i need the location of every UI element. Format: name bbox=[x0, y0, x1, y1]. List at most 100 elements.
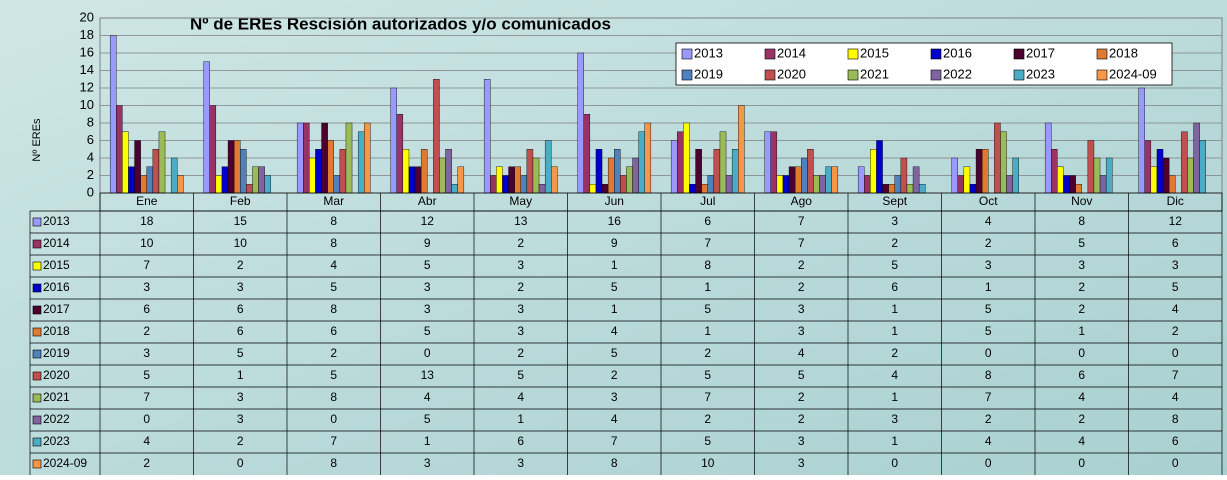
bar bbox=[1087, 140, 1095, 194]
table-cell: 0 bbox=[1172, 346, 1179, 360]
bar bbox=[794, 166, 802, 194]
bar bbox=[670, 140, 678, 194]
table-cell: 13 bbox=[514, 214, 528, 228]
table-cell: 2 bbox=[143, 324, 150, 338]
bar bbox=[252, 166, 259, 194]
bar bbox=[390, 87, 397, 194]
bar bbox=[951, 157, 958, 194]
table-cell: 1 bbox=[611, 258, 618, 272]
bar bbox=[221, 166, 229, 194]
y-tick-label: 16 bbox=[80, 44, 94, 59]
bar bbox=[589, 184, 597, 194]
table-cell: 9 bbox=[424, 236, 431, 250]
table-cell: 2 bbox=[517, 236, 524, 250]
bar bbox=[520, 175, 528, 194]
table-cell: 5 bbox=[1172, 280, 1179, 294]
bar bbox=[776, 175, 784, 194]
table-cell: 5 bbox=[424, 412, 431, 426]
row-label: 2014 bbox=[43, 236, 70, 250]
bar bbox=[303, 122, 310, 194]
bar bbox=[906, 184, 914, 194]
bar bbox=[607, 157, 615, 194]
bar bbox=[532, 157, 540, 194]
bar bbox=[1006, 175, 1013, 194]
table-cell: 12 bbox=[421, 214, 435, 228]
bar bbox=[333, 175, 341, 194]
x-tick-label: Mar bbox=[323, 194, 344, 208]
table-cell: 2 bbox=[143, 456, 150, 470]
table-cell: 8 bbox=[1172, 412, 1179, 426]
table-cell: 2 bbox=[891, 346, 898, 360]
legend-key bbox=[32, 393, 42, 403]
table-cell: 7 bbox=[798, 236, 805, 250]
legend-key bbox=[1096, 69, 1108, 81]
table-cell: 5 bbox=[237, 346, 244, 360]
bar bbox=[918, 184, 926, 194]
x-tick-label: Sept bbox=[882, 194, 907, 208]
table-cell: 5 bbox=[704, 302, 711, 316]
bar bbox=[551, 166, 558, 194]
bar bbox=[240, 149, 247, 194]
table-cell: 4 bbox=[424, 390, 431, 404]
bar bbox=[1105, 157, 1113, 194]
legend-label: 2023 bbox=[1026, 66, 1055, 81]
x-tick-label: Nov bbox=[1071, 194, 1092, 208]
x-tick-label: Jun bbox=[605, 194, 624, 208]
bar bbox=[357, 131, 365, 194]
bar bbox=[296, 122, 304, 194]
table-cell: 7 bbox=[704, 390, 711, 404]
table-cell: 13 bbox=[421, 368, 435, 382]
table-cell: 5 bbox=[611, 346, 618, 360]
table-cell: 4 bbox=[1172, 390, 1179, 404]
bar bbox=[1168, 175, 1176, 194]
bar bbox=[695, 149, 702, 194]
table-cell: 4 bbox=[611, 412, 618, 426]
bar bbox=[122, 131, 129, 194]
bar bbox=[109, 35, 117, 194]
legend-key bbox=[764, 69, 776, 81]
row-label: 2020 bbox=[43, 368, 70, 382]
table-cell: 7 bbox=[1172, 368, 1179, 382]
table-cell: 8 bbox=[704, 258, 711, 272]
legend-key bbox=[930, 69, 942, 81]
bar bbox=[414, 166, 422, 194]
table-cell: 8 bbox=[1078, 214, 1085, 228]
bar bbox=[882, 184, 889, 194]
bar bbox=[1138, 87, 1145, 194]
table-cell: 0 bbox=[237, 456, 244, 470]
legend-key bbox=[32, 327, 42, 337]
bar bbox=[831, 166, 839, 194]
table-cell: 5 bbox=[424, 258, 431, 272]
bar bbox=[813, 175, 820, 194]
table-cell: 12 bbox=[1169, 214, 1183, 228]
bar bbox=[1181, 131, 1188, 194]
bar bbox=[215, 175, 223, 194]
bar bbox=[888, 184, 895, 194]
legend-label: 2017 bbox=[1026, 45, 1055, 60]
bar bbox=[614, 149, 621, 194]
table-cell: 2 bbox=[985, 412, 992, 426]
bar bbox=[1069, 175, 1076, 194]
bar bbox=[538, 184, 546, 194]
legend-key bbox=[32, 371, 42, 381]
row-label: 2018 bbox=[43, 324, 70, 338]
bar bbox=[683, 122, 690, 194]
table-cell: 3 bbox=[891, 214, 898, 228]
table-cell: 1 bbox=[891, 390, 898, 404]
legend-key bbox=[32, 415, 42, 425]
table-cell: 10 bbox=[234, 236, 248, 250]
row-label: 2015 bbox=[43, 258, 70, 272]
legend-key bbox=[847, 69, 859, 81]
x-tick-label: Oct bbox=[979, 194, 998, 208]
table-cell: 1 bbox=[237, 368, 244, 382]
table-cell: 8 bbox=[611, 456, 618, 470]
table-cell: 6 bbox=[1078, 368, 1085, 382]
table-cell: 8 bbox=[330, 214, 337, 228]
bar bbox=[894, 175, 902, 194]
table-cell: 10 bbox=[140, 236, 154, 250]
table-cell: 0 bbox=[985, 456, 992, 470]
table-cell: 2 bbox=[517, 346, 524, 360]
table-cell: 7 bbox=[143, 390, 150, 404]
table-cell: 9 bbox=[611, 236, 618, 250]
